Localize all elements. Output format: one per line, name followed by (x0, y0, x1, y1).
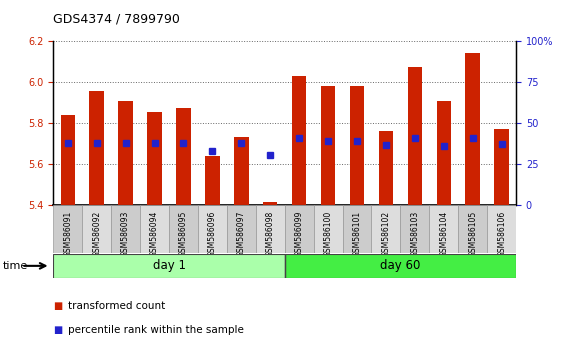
Text: GSM586104: GSM586104 (439, 211, 448, 257)
Text: day 1: day 1 (153, 259, 186, 272)
Text: GSM586095: GSM586095 (179, 211, 188, 257)
FancyBboxPatch shape (53, 254, 284, 278)
Bar (408, 68, 422, 205)
Text: GSM586102: GSM586102 (381, 211, 390, 257)
Text: GSM586094: GSM586094 (150, 211, 159, 257)
Text: GSM586091: GSM586091 (63, 211, 72, 257)
FancyBboxPatch shape (343, 205, 371, 253)
Text: ■: ■ (53, 325, 62, 335)
Text: GSM586092: GSM586092 (92, 211, 101, 257)
FancyBboxPatch shape (111, 205, 140, 253)
Text: transformed count: transformed count (68, 301, 165, 311)
FancyBboxPatch shape (314, 205, 343, 253)
Text: GSM586106: GSM586106 (497, 211, 506, 257)
FancyBboxPatch shape (198, 205, 227, 253)
Bar (321, 86, 335, 205)
Bar (494, 129, 509, 205)
Bar (61, 115, 75, 205)
FancyBboxPatch shape (371, 205, 401, 253)
FancyBboxPatch shape (429, 205, 458, 253)
Bar (234, 137, 249, 205)
Text: time: time (3, 261, 28, 271)
FancyBboxPatch shape (256, 205, 284, 253)
Bar (379, 131, 393, 205)
Text: GSM586093: GSM586093 (121, 211, 130, 257)
Text: GSM586103: GSM586103 (411, 211, 420, 257)
FancyBboxPatch shape (227, 205, 256, 253)
Bar (89, 91, 104, 205)
Bar (263, 202, 278, 205)
Bar (205, 156, 219, 205)
Bar (148, 112, 162, 205)
Bar (176, 108, 191, 205)
Bar (466, 53, 480, 205)
FancyBboxPatch shape (284, 254, 516, 278)
Text: percentile rank within the sample: percentile rank within the sample (68, 325, 245, 335)
Text: GSM586096: GSM586096 (208, 211, 217, 257)
FancyBboxPatch shape (82, 205, 111, 253)
Text: GSM586101: GSM586101 (352, 211, 361, 257)
Text: day 60: day 60 (380, 259, 421, 272)
Text: GSM586099: GSM586099 (295, 211, 304, 257)
FancyBboxPatch shape (487, 205, 516, 253)
Text: GDS4374 / 7899790: GDS4374 / 7899790 (53, 12, 180, 25)
Text: ■: ■ (53, 301, 62, 311)
FancyBboxPatch shape (401, 205, 429, 253)
Bar (350, 86, 364, 205)
FancyBboxPatch shape (458, 205, 487, 253)
FancyBboxPatch shape (140, 205, 169, 253)
Text: GSM586100: GSM586100 (324, 211, 333, 257)
FancyBboxPatch shape (53, 205, 82, 253)
Text: GSM586105: GSM586105 (468, 211, 477, 257)
FancyBboxPatch shape (169, 205, 198, 253)
Bar (292, 76, 306, 205)
Text: GSM586098: GSM586098 (266, 211, 275, 257)
FancyBboxPatch shape (284, 205, 314, 253)
Bar (118, 101, 133, 205)
Text: GSM586097: GSM586097 (237, 211, 246, 257)
Bar (436, 101, 451, 205)
